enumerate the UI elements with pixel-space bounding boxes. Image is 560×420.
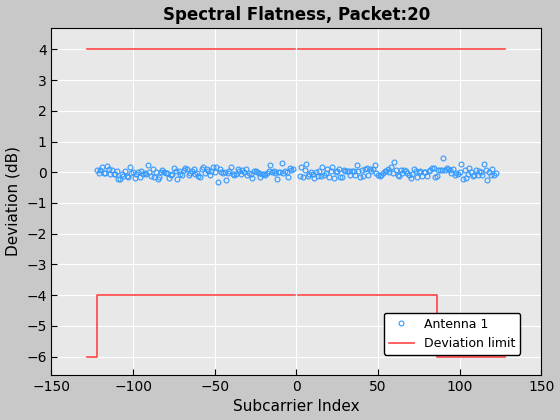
Antenna 1	[107, 171, 114, 176]
Antenna 1	[323, 171, 329, 176]
Antenna 1	[94, 168, 101, 173]
Antenna 1	[305, 173, 311, 178]
Antenna 1	[236, 168, 242, 173]
Title: Spectral Flatness, Packet:20: Spectral Flatness, Packet:20	[163, 5, 430, 24]
Deviation limit	[84, 47, 91, 52]
Line: Antenna 1: Antenna 1	[95, 156, 498, 184]
Antenna 1	[362, 167, 368, 172]
Deviation limit	[291, 47, 298, 52]
X-axis label: Subcarrier Index: Subcarrier Index	[233, 399, 360, 415]
Y-axis label: Deviation (dB): Deviation (dB)	[6, 147, 21, 257]
Antenna 1	[309, 172, 316, 177]
Antenna 1	[440, 155, 447, 160]
Legend: Antenna 1, Deviation limit: Antenna 1, Deviation limit	[384, 312, 520, 355]
Antenna 1	[214, 179, 221, 184]
Antenna 1	[492, 170, 499, 175]
